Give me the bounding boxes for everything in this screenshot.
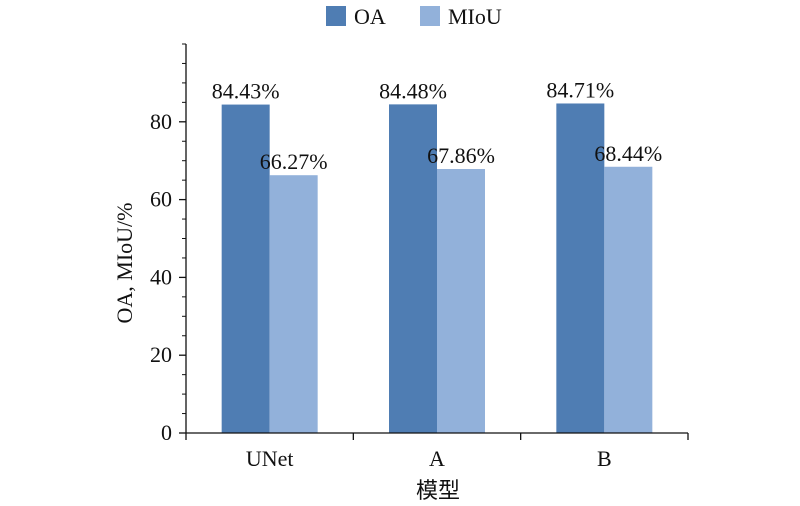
data-label-miou-unet: 66.27%: [260, 149, 328, 174]
legend-swatch-oa: [326, 6, 346, 26]
y-tick-label-80: 80: [150, 109, 172, 134]
x-tick-label-b: B: [597, 446, 612, 471]
x-axis: UNet A B: [185, 432, 689, 471]
y-tick-label-60: 60: [150, 187, 172, 212]
data-label-oa-b: 84.71%: [546, 77, 614, 102]
data-label-oa-a: 84.48%: [379, 78, 447, 103]
bar-miou-unet: [269, 175, 318, 433]
data-labels: 84.43% 84.48% 84.71% 66.27% 67.86% 68.44%: [212, 77, 662, 174]
y-axis: 0 20 40 60 80: [150, 43, 187, 445]
bar-miou-b: [604, 166, 653, 433]
y-tick-label-0: 0: [161, 420, 172, 445]
y-tick-label-20: 20: [150, 342, 172, 367]
legend-label-miou: MIoU: [448, 4, 502, 29]
legend-label-oa: OA: [354, 4, 386, 29]
bar-miou-a: [437, 169, 485, 433]
x-axis-title: 模型: [416, 479, 460, 504]
bar-oa-b: [556, 103, 605, 434]
bar-oa-unet: [221, 104, 270, 434]
bar-oa-a: [389, 104, 437, 433]
bars: [221, 103, 653, 434]
x-tick-label-unet: UNet: [246, 446, 294, 471]
data-label-oa-unet: 84.43%: [212, 79, 280, 104]
data-label-miou-a: 67.86%: [427, 143, 495, 168]
legend-swatch-miou: [420, 6, 440, 26]
data-label-miou-b: 68.44%: [594, 141, 662, 166]
x-tick-label-a: A: [429, 446, 445, 471]
y-tick-label-40: 40: [150, 264, 172, 289]
legend: OA MIoU: [326, 4, 502, 29]
y-axis-title: OA, MIoU/%: [112, 203, 137, 324]
